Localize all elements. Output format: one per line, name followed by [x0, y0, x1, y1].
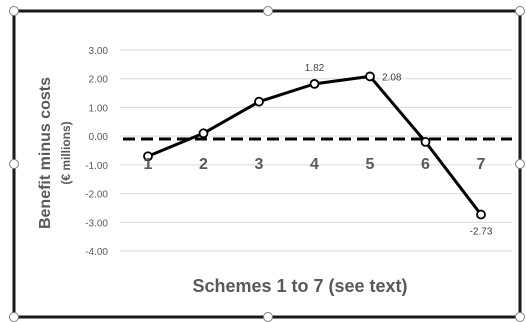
data-label: 2.08	[382, 72, 402, 83]
x-tick-label: 6	[421, 156, 430, 173]
x-axis-title: Schemes 1 to 7 (see text)	[192, 276, 407, 296]
series-group	[143, 71, 486, 220]
y-tick-label: 3.00	[89, 46, 109, 57]
y-tick-label: -2.00	[85, 190, 108, 201]
y-axis-subtitle: (€ millions)	[59, 121, 73, 184]
y-axis-title-group: Benefit minus costs	[37, 77, 54, 229]
resize-handle-top[interactable]	[263, 6, 273, 16]
data-point	[143, 151, 153, 162]
data-labels: 1.82 2.08 -2.73	[305, 63, 493, 238]
data-point	[365, 71, 375, 82]
x-tick-label: 7	[477, 156, 486, 173]
resize-handle-left[interactable]	[9, 159, 19, 169]
x-axis-tick-labels: 1 2 3 4 5 6 7	[144, 156, 486, 173]
x-tick-label: 3	[255, 156, 264, 173]
resize-handle-top-left[interactable]	[9, 6, 19, 16]
y-tick-label: -1.00	[85, 161, 108, 172]
resize-handle-top-right[interactable]	[515, 6, 525, 16]
resize-handle-bottom-left[interactable]	[9, 312, 19, 322]
data-point	[476, 209, 486, 220]
x-tick-label: 5	[366, 156, 375, 173]
y-tick-label: 2.00	[89, 75, 109, 86]
y-axis-tick-labels: 3.00 2.00 1.00 0.00 -1.00 -2.00 -3.00 -4.00	[85, 46, 108, 258]
resize-handle-bottom[interactable]	[263, 312, 273, 322]
data-point	[198, 128, 209, 139]
data-point	[254, 96, 264, 107]
y-axis-title: Benefit minus costs	[37, 77, 54, 229]
data-point	[420, 136, 431, 147]
y-tick-label: 1.00	[89, 103, 109, 114]
x-tick-label: 1	[144, 156, 153, 173]
y-tick-label: -4.00	[85, 247, 108, 258]
y-axis-subtitle-group: (€ millions)	[59, 121, 73, 184]
x-tick-label: 4	[310, 156, 319, 173]
x-tick-label: 2	[199, 156, 208, 173]
y-tick-label: 0.00	[89, 132, 109, 143]
resize-handle-right[interactable]	[515, 159, 525, 169]
gridlines	[120, 49, 512, 252]
data-point	[309, 78, 320, 89]
y-tick-label: -3.00	[85, 218, 108, 229]
data-label: -2.73	[470, 227, 493, 238]
resize-handle-bottom-right[interactable]	[515, 312, 525, 322]
data-label: 1.82	[305, 63, 325, 74]
